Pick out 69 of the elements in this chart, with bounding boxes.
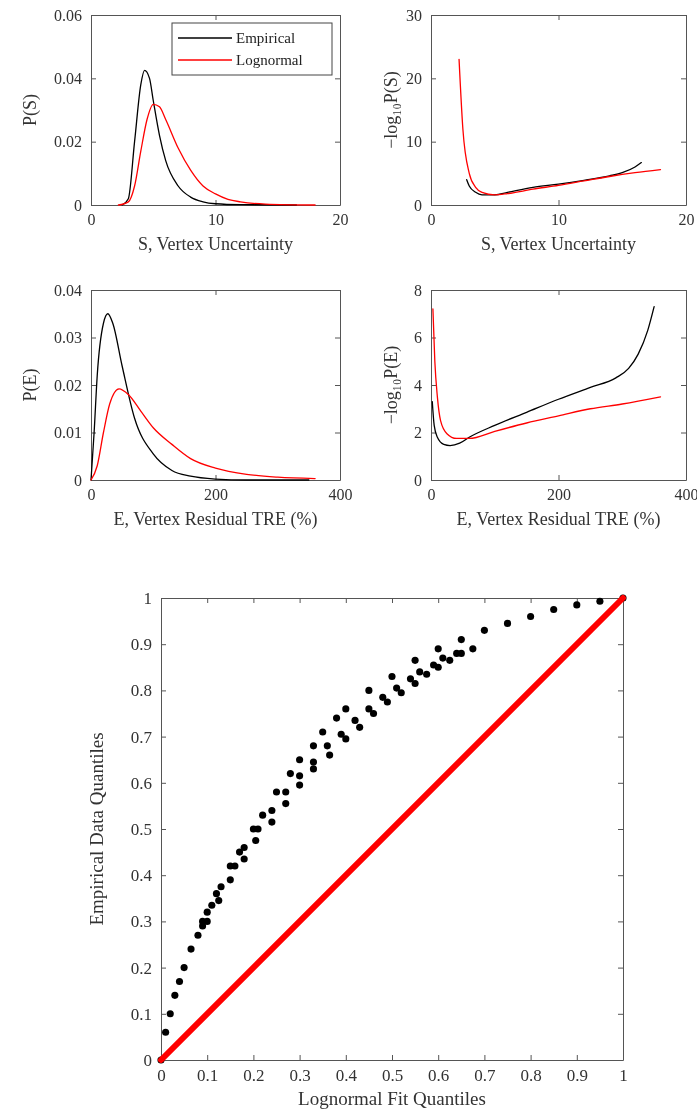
x-tick-label: 0.9 (566, 1066, 588, 1086)
x-tick-label: 0 (157, 1066, 166, 1086)
y-tick-label: 0.8 (130, 681, 152, 701)
x-tick-label: 200 (547, 486, 571, 504)
legend-label: Lognormal (236, 52, 303, 68)
y-tick-label: 0 (414, 196, 422, 214)
y-tick-label: 0.02 (54, 376, 82, 394)
legend-label: Empirical (236, 30, 296, 46)
x-tick-label: 1 (619, 1066, 628, 1086)
x-axis-title: S, Vertex Uncertainty (480, 234, 637, 254)
y-tick-label: 0 (74, 196, 82, 214)
x-tick-label: 0.8 (520, 1066, 542, 1086)
y-tick-label: 2 (414, 424, 422, 442)
y-tick-label: 8 (414, 281, 422, 299)
y-tick-label: 0.02 (54, 133, 82, 151)
y-tick-label: 0.04 (54, 69, 82, 87)
y-tick-label: 0.5 (130, 819, 152, 839)
x-tick-label: 10 (208, 211, 224, 229)
line-series (117, 103, 316, 206)
x-tick-label: 10 (551, 211, 567, 229)
x-tick-label: 0.7 (474, 1066, 497, 1086)
x-tick-label: 20 (332, 211, 349, 229)
y-tick-label: 0 (74, 471, 82, 489)
y-tick-label: 10 (406, 133, 422, 151)
x-axis-title: Lognormal Fit Quantiles (298, 1088, 486, 1109)
y-tick-label: 0.03 (54, 329, 82, 347)
y-axis-title: −log₁₀P(E) (381, 345, 402, 425)
y-tick-label: 0.4 (130, 866, 153, 886)
line-series (90, 388, 316, 481)
x-axis-title: E, Vertex Residual TRE (%) (113, 509, 318, 530)
x-tick-label: 0.5 (381, 1066, 404, 1086)
x-tick-label: 0.2 (243, 1066, 265, 1086)
y-tick-label: 0 (414, 471, 422, 489)
y-tick-label: 0.6 (130, 773, 152, 793)
y-tick-label: 30 (406, 6, 422, 24)
y-tick-label: 1 (143, 588, 152, 608)
y-tick-label: 0.3 (130, 912, 152, 932)
y-tick-label: 0 (143, 1050, 152, 1070)
y-axis-title: Empirical Data Quantiles (86, 732, 107, 926)
x-tick-label: 0 (427, 211, 436, 229)
y-axis-title: P(S) (20, 93, 41, 127)
y-tick-label: 6 (414, 329, 422, 347)
x-tick-label: 0 (87, 211, 96, 229)
y-tick-label: 0.04 (54, 281, 82, 299)
line-series (458, 58, 662, 196)
line-series (121, 69, 298, 206)
x-tick-label: 200 (204, 486, 228, 504)
y-axis-title: −log₁₀P(S) (381, 71, 402, 149)
y-tick-label: 4 (414, 376, 422, 394)
y-tick-label: 0.06 (54, 6, 82, 24)
x-tick-label: 0.6 (428, 1066, 450, 1086)
x-tick-label: 400 (328, 486, 353, 504)
x-axis-title: S, Vertex Uncertainty (137, 234, 294, 254)
y-tick-label: 20 (406, 69, 422, 87)
line-series (466, 161, 643, 196)
x-tick-label: 0.3 (289, 1066, 311, 1086)
x-tick-label: 0 (87, 486, 96, 504)
x-axis-title: E, Vertex Residual TRE (%) (456, 509, 661, 530)
x-tick-label: 0 (427, 486, 436, 504)
line-series (90, 313, 310, 481)
x-tick-label: 0.1 (197, 1066, 219, 1086)
y-tick-label: 0.9 (130, 635, 152, 655)
y-axis-title: P(E) (20, 368, 41, 402)
y-tick-label: 0.1 (130, 1004, 152, 1024)
x-tick-label: 20 (678, 211, 695, 229)
y-tick-label: 0.7 (130, 727, 153, 747)
y-tick-label: 0.2 (130, 958, 152, 978)
x-tick-label: 0.4 (335, 1066, 358, 1086)
y-tick-label: 0.01 (54, 424, 82, 442)
